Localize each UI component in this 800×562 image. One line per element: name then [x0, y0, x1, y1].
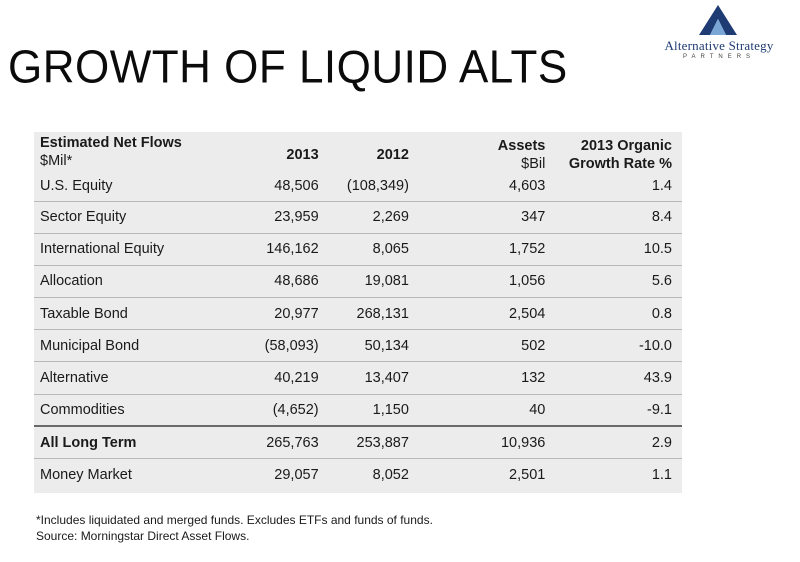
- row-value-2012: 50,134: [364, 337, 409, 354]
- row-value-2012: 2,269: [372, 209, 409, 226]
- row-assets: 1,056: [509, 273, 546, 290]
- row-growth-rate: 1.4: [651, 178, 672, 194]
- row-assets: 4,603: [509, 178, 546, 194]
- table-row-total: All Long Term 265,763 253,887 10,936 2.9: [34, 426, 682, 458]
- table-row: Sector Equity 23,959 2,269 347 8.4: [34, 201, 682, 233]
- table-row: Allocation 48,686 19,081 1,056 5.6: [34, 265, 682, 297]
- row-label: Municipal Bond: [40, 337, 140, 354]
- header-growth-rate: 2013 Organic Growth Rate %: [547, 132, 682, 178]
- row-value-2013: 48,686: [274, 273, 319, 290]
- row-growth-rate: 2.9: [651, 434, 672, 451]
- row-value-2012: 19,081: [364, 273, 409, 290]
- row-value-2013: 20,977: [274, 305, 319, 322]
- table-row: Taxable Bond 20,977 268,131 2,504 0.8: [34, 297, 682, 330]
- footnote-line1: *Includes liquidated and merged funds. E…: [36, 513, 433, 527]
- triangle-a-icon: [699, 5, 737, 35]
- row-label: Money Market: [40, 466, 132, 483]
- row-value-2013: 23,959: [274, 209, 319, 226]
- row-label: Commodities: [40, 401, 125, 418]
- net-flows-table: Estimated Net Flows $Mil* 2013 2012 Asse…: [34, 132, 682, 491]
- row-assets: 1,752: [509, 241, 546, 258]
- row-value-2013: 146,162: [266, 241, 319, 258]
- row-value-2013: 29,057: [274, 466, 319, 483]
- header-estimated-net-flows: Estimated Net Flows $Mil*: [34, 132, 236, 178]
- row-label: Allocation: [40, 273, 103, 290]
- row-growth-rate: 10.5: [643, 241, 672, 258]
- row-label: Sector Equity: [40, 209, 127, 226]
- row-value-2012: 253,887: [356, 434, 409, 451]
- header-assets: Assets $Bil: [411, 132, 547, 178]
- table-row: Alternative 40,219 13,407 132 43.9: [34, 361, 682, 394]
- row-assets: 2,504: [509, 305, 546, 322]
- row-value-2013: 265,763: [266, 434, 319, 451]
- row-growth-rate: 0.8: [651, 305, 672, 322]
- row-assets: 347: [521, 209, 546, 226]
- table-header-row: Estimated Net Flows $Mil* 2013 2012 Asse…: [34, 132, 682, 178]
- table-row: Municipal Bond (58,093) 50,134 502 -10.0: [34, 329, 682, 362]
- footnote-source: Source: Morningstar Direct Asset Flows.: [36, 529, 250, 543]
- table-row: International Equity 146,162 8,065 1,752…: [34, 233, 682, 265]
- net-flows-table-panel: Estimated Net Flows $Mil* 2013 2012 Asse…: [34, 132, 682, 493]
- row-label: Alternative: [40, 370, 109, 387]
- row-assets: 132: [521, 370, 546, 387]
- row-value-2012: 1,150: [372, 401, 409, 418]
- header-growth-line2: Growth Rate %: [568, 156, 672, 172]
- row-label: International Equity: [40, 241, 165, 258]
- header-assets-line2: $Bil: [521, 156, 546, 172]
- row-growth-rate: -10.0: [638, 337, 672, 354]
- header-2013: 2013: [286, 147, 319, 163]
- row-growth-rate: 8.4: [651, 209, 672, 226]
- row-label: All Long Term: [40, 434, 137, 451]
- company-logo: Alternative Strategy PARTNERS: [640, 4, 798, 60]
- row-value-2013: 48,506: [274, 178, 319, 194]
- row-value-2012: (108,349): [346, 178, 409, 194]
- row-value-2012: 268,131: [356, 305, 409, 322]
- table-row: U.S. Equity 48,506 (108,349) 4,603 1.4: [34, 178, 682, 201]
- row-value-2013: (4,652): [272, 401, 319, 418]
- row-value-2012: 8,065: [372, 241, 409, 258]
- row-assets: 502: [521, 337, 546, 354]
- row-assets: 2,501: [509, 466, 546, 483]
- row-growth-rate: 5.6: [651, 273, 672, 290]
- row-assets: 40: [529, 401, 546, 418]
- row-label: U.S. Equity: [40, 178, 113, 194]
- row-growth-rate: 1.1: [651, 466, 672, 483]
- table-row: Money Market 29,057 8,052 2,501 1.1: [34, 458, 682, 491]
- header-2012: 2012: [376, 147, 409, 163]
- logo-name: Alternative Strategy: [664, 38, 774, 53]
- page-title: GROWTH OF LIQUID ALTS: [8, 41, 568, 94]
- row-growth-rate: 43.9: [643, 370, 672, 387]
- row-value-2013: (58,093): [264, 337, 319, 354]
- row-label: Taxable Bond: [40, 305, 128, 322]
- header-growth-line1: 2013 Organic: [580, 138, 672, 154]
- row-value-2012: 8,052: [372, 466, 409, 483]
- footnote: *Includes liquidated and merged funds. E…: [36, 512, 433, 544]
- row-value-2012: 13,407: [364, 370, 409, 387]
- row-value-2013: 40,219: [274, 370, 319, 387]
- logo-tagline: PARTNERS: [682, 54, 756, 60]
- row-assets: 10,936: [500, 434, 546, 451]
- header-assets-line1: Assets: [497, 138, 546, 154]
- table-row: Commodities (4,652) 1,150 40 -9.1: [34, 394, 682, 426]
- row-growth-rate: -9.1: [647, 401, 672, 418]
- header-label-line2: $Mil*: [40, 153, 73, 169]
- header-label-line1: Estimated Net Flows: [40, 135, 182, 151]
